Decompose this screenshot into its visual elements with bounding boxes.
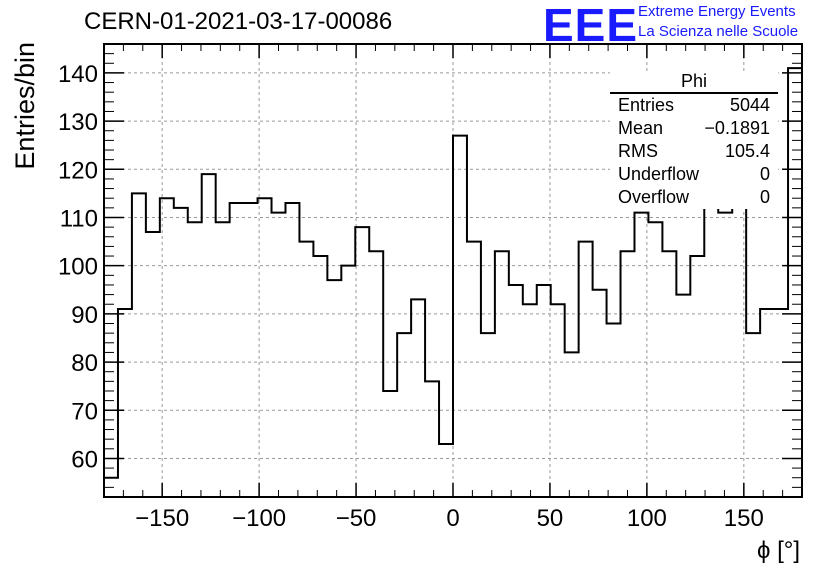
- stats-label: Mean: [618, 118, 664, 138]
- histogram-bin: [132, 193, 146, 497]
- histogram-bin: [327, 280, 341, 497]
- histogram-bin: [118, 309, 132, 497]
- stats-label: Underflow: [618, 164, 700, 184]
- histogram-bin: [258, 198, 272, 497]
- histogram-bin: [453, 136, 467, 497]
- stats-rows: Entries 5044 Mean −0.1891 RMS 105.4 Underflow 0…: [610, 94, 778, 209]
- histogram-bin: [230, 203, 244, 497]
- y-tick-label: 100: [58, 254, 98, 281]
- eee-logo: EEE: [543, 0, 639, 51]
- stats-value: −0.1891: [704, 118, 770, 138]
- histogram-bin: [662, 251, 676, 497]
- y-tick-label: 110: [60, 205, 98, 232]
- histogram-bin: [760, 309, 774, 497]
- stats-value: 5044: [729, 95, 770, 115]
- y-tick-label: 80: [71, 350, 98, 377]
- y-tick-label: 130: [58, 109, 98, 136]
- stats-value: 105.4: [724, 141, 770, 161]
- x-tick-label: −100: [232, 505, 286, 532]
- histogram-outline: [104, 67, 802, 479]
- x-axis-title: ϕ [°]: [757, 537, 800, 564]
- x-tick-label: 0: [446, 505, 459, 532]
- stats-value: 0: [759, 164, 770, 184]
- histogram-bin: [313, 256, 327, 497]
- histogram-bin: [411, 299, 425, 497]
- histogram-bin: [439, 444, 453, 497]
- histogram-bin: [746, 333, 760, 497]
- stats-title: Phi: [610, 72, 778, 94]
- stats-label: Entries: [618, 95, 675, 115]
- histogram-bin: [676, 295, 690, 497]
- x-tick-label: −50: [336, 505, 377, 532]
- histogram-bin: [509, 285, 523, 497]
- stats-label: Overflow: [618, 187, 690, 207]
- histogram-bin: [285, 203, 299, 497]
- y-tick-label: 70: [71, 398, 98, 425]
- histogram-bin: [369, 251, 383, 497]
- stats-row: Overflow 0: [610, 186, 778, 209]
- y-tick-label: 60: [71, 446, 98, 473]
- histogram-bin: [788, 68, 802, 497]
- histogram-bin: [146, 232, 160, 497]
- y-tick-labels: 60 70 80 90 100 110 120 130 140: [58, 61, 98, 474]
- stats-label: RMS: [618, 141, 658, 161]
- x-tick-label: −150: [135, 505, 189, 532]
- chart-title: CERN-01-2021-03-17-00086: [84, 8, 393, 35]
- histogram-bin: [690, 256, 704, 497]
- x-tick-label: 50: [537, 505, 564, 532]
- x-tick-labels: −150 −100 −50 0 50 100 150: [135, 505, 764, 532]
- histogram-bin: [565, 352, 579, 497]
- histogram-bin: [244, 203, 258, 497]
- histogram-bin: [174, 208, 188, 497]
- histogram-bin: [621, 251, 635, 497]
- stats-row: RMS 105.4: [610, 140, 778, 163]
- histogram-bin: [774, 309, 788, 497]
- x-tick-label: 100: [627, 505, 667, 532]
- stats-value: 0: [759, 187, 770, 207]
- stats-row: Underflow 0: [610, 163, 778, 186]
- histogram-bin: [341, 266, 355, 497]
- histogram-bin: [495, 251, 509, 497]
- histogram-bin: [704, 169, 718, 497]
- histogram-bin: [202, 174, 216, 497]
- histogram-bin: [551, 304, 565, 497]
- histogram-bin: [718, 213, 732, 497]
- histogram-bin: [383, 391, 397, 497]
- histogram-bin: [648, 222, 662, 497]
- y-tick-label: 140: [58, 61, 98, 88]
- logo-text-line2: La Scienza nelle Scuole: [638, 23, 799, 40]
- y-tick-label: 90: [71, 302, 98, 329]
- histogram-bin: [425, 381, 439, 497]
- histogram-bin: [397, 333, 411, 497]
- stats-row: Entries 5044: [610, 94, 778, 117]
- histogram-bin: [537, 285, 551, 497]
- histogram-bin: [272, 213, 286, 497]
- histogram-bin: [299, 242, 313, 497]
- histogram-bin: [216, 222, 230, 497]
- stats-box: Phi Entries 5044 Mean −0.1891 RMS 105.4 Underf…: [610, 72, 778, 209]
- histogram-bin: [593, 290, 607, 497]
- histogram-bin: [188, 222, 202, 497]
- y-tick-label: 120: [58, 157, 98, 184]
- logo-text-line1: Extreme Energy Events: [638, 3, 796, 20]
- axis-ticks: [103, 43, 803, 498]
- histogram-bin: [634, 213, 648, 497]
- x-tick-label: 150: [724, 505, 764, 532]
- y-axis-title: Entries/bin: [10, 42, 40, 170]
- stats-row: Mean −0.1891: [610, 117, 778, 140]
- histogram-bin: [523, 304, 537, 497]
- histogram-bin: [481, 333, 495, 497]
